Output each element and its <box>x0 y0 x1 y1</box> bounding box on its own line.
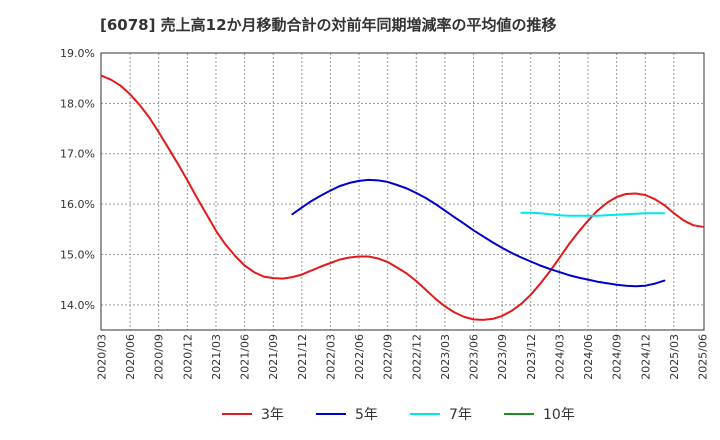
y-tick-label: 18.0% <box>60 97 95 110</box>
y-tick-label: 15.0% <box>60 248 95 261</box>
x-tick-label: 2021/06 <box>239 334 252 380</box>
y-tick-label: 17.0% <box>60 148 95 161</box>
x-tick-label: 2025/06 <box>697 334 710 380</box>
x-tick-label: 2024/03 <box>553 334 566 380</box>
x-tick-label: 2023/06 <box>468 334 481 380</box>
series-line <box>520 211 666 217</box>
y-tick-label: 19.0% <box>60 47 95 60</box>
y-tick-label: 14.0% <box>60 299 95 312</box>
series-line <box>291 178 666 288</box>
x-axis: 2020/03 2020/06 2020/09 2020/12 2021/03 2021/… <box>96 334 710 380</box>
x-tick-label: 2020/03 <box>96 334 109 380</box>
chart-title: [6078] 売上高12か月移動合計の対前年同期増減率の平均値の推移 <box>100 16 557 34</box>
x-tick-label: 2021/12 <box>296 334 309 380</box>
grid <box>101 53 704 330</box>
x-tick-label: 2024/06 <box>582 334 595 380</box>
x-tick-label: 2021/09 <box>267 334 280 380</box>
series <box>100 74 704 321</box>
x-tick-label: 2020/06 <box>124 334 137 380</box>
x-tick-label: 2022/06 <box>353 334 366 380</box>
x-tick-label: 2023/03 <box>439 334 452 380</box>
legend-label: 7年 <box>449 407 472 423</box>
plot-area-frame <box>100 52 705 331</box>
x-tick-label: 2024/09 <box>611 334 624 380</box>
legend-label: 10年 <box>543 407 575 423</box>
x-tick-label: 2020/09 <box>153 334 166 380</box>
y-tick-label: 16.0% <box>60 198 95 211</box>
y-axis: 14.0% 15.0% 16.0% 17.0% 18.0% 19.0% <box>60 47 95 312</box>
x-tick-label: 2025/03 <box>668 334 681 380</box>
x-tick-label: 2020/12 <box>181 334 194 380</box>
x-tick-label: 2022/12 <box>410 334 423 380</box>
legend-label: 5年 <box>355 407 378 423</box>
x-tick-label: 2022/09 <box>382 334 395 380</box>
series-line <box>100 74 704 321</box>
x-tick-label: 2024/12 <box>639 334 652 380</box>
x-tick-label: 2023/09 <box>496 334 509 380</box>
legend: 3年 5年 7年 10年 <box>222 407 575 423</box>
x-tick-label: 2023/12 <box>525 334 538 380</box>
legend-label: 3年 <box>261 407 284 423</box>
x-tick-label: 2022/03 <box>324 334 337 380</box>
x-tick-label: 2021/03 <box>210 334 223 380</box>
